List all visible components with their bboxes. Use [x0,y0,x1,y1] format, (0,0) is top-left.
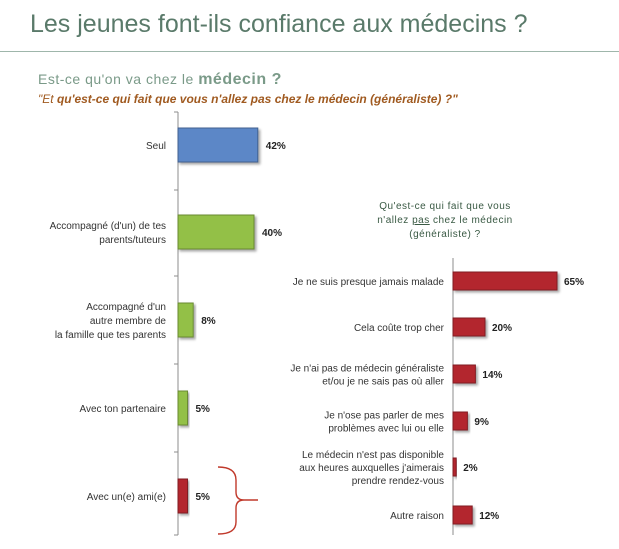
subtitle-keyword: médecin ? [198,71,282,88]
left-category-label: parents/tuteurs [99,235,166,246]
right-bar [452,505,473,525]
section-subtitle: Est-ce qu'on va chez le médecin ? [38,71,282,89]
right-category-label: prendre rendez-vous [352,476,444,487]
right-value-label: 9% [474,417,489,428]
left-value-label: 5% [196,404,211,415]
question-lead: "Et [38,92,57,106]
right-value-label: 20% [492,323,512,334]
right-category-label: aux heures auxquelles j'aimerais [299,463,444,474]
right-category-label: et/ou je ne sais pas où aller [322,377,444,388]
right-chart-title: Qu'est-ce qui fait que vous n'allez pas … [362,200,528,242]
right-title-underlined: pas [412,215,430,226]
right-bar [452,411,468,431]
question-body: qu'est-ce qui fait que vous n'allez pas … [56,92,458,106]
survey-question: "Et qu'est-ce qui fait que vous n'allez … [38,92,458,106]
right-bar [452,457,457,477]
right-category-label: Le médecin n'est pas disponible [302,450,444,461]
left-value-label: 40% [262,228,282,239]
right-category-label: Autre raison [390,511,444,522]
right-bar [452,317,486,337]
right-title-line-1: Qu'est-ce qui fait que vous [379,201,511,212]
right-bar [452,271,558,291]
right-title-line-2b: chez le médecin [429,215,513,226]
right-bar [452,364,476,384]
right-category-label: Cela coûte trop cher [354,323,445,334]
left-category-label: Avec ton partenaire [79,404,166,415]
subtitle-prefix: Est-ce qu'on va chez le [38,71,199,87]
left-category-label: la famille que tes parents [55,330,166,341]
left-value-label: 5% [196,492,211,503]
title-divider [0,51,619,52]
right-value-label: 65% [564,277,584,288]
left-category-label: autre membre de [90,316,167,327]
page-title: Les jeunes font-ils confiance aux médeci… [30,10,528,38]
left-category-label: Accompagné (d'un) de tes [50,221,166,232]
left-value-label: 42% [266,141,286,152]
right-category-label: Je n'ose pas parler de mes [324,411,444,422]
right-value-label: 14% [482,370,502,381]
bracket-connector [217,466,258,535]
right-category-label: problèmes avec lui ou elle [328,424,444,435]
left-bar [177,214,255,250]
left-value-label: 8% [201,316,216,327]
right-value-label: 12% [479,511,499,522]
left-bar [177,302,194,338]
right-value-label: 2% [463,463,478,474]
right-category-label: Je n'ai pas de médecin généraliste [290,364,444,375]
left-category-label: Accompagné d'un [86,302,166,313]
right-category-label: Je ne suis presque jamais malade [293,277,445,288]
left-category-label: Seul [146,141,166,152]
left-category-label: Avec un(e) ami(e) [87,492,166,503]
left-bar [177,127,259,163]
right-title-line-3: (généraliste) ? [409,229,481,240]
left-bar [177,478,188,514]
right-title-line-2a: n'allez [377,215,413,226]
left-bar [177,390,188,426]
